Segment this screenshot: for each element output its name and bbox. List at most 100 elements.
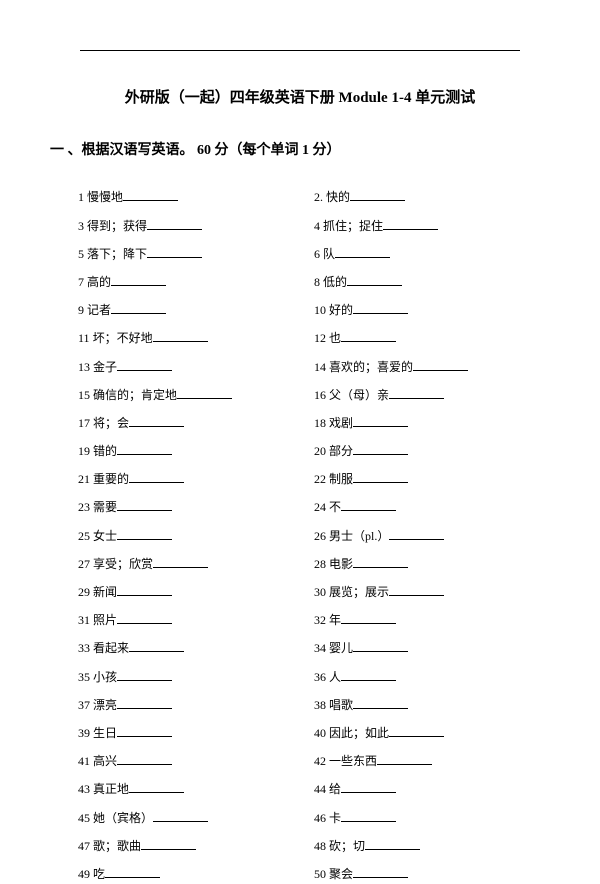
blank-line: [177, 385, 232, 399]
item-number: 21: [78, 472, 93, 486]
item-right: 20 部分: [314, 441, 550, 461]
item-right: 28 电影: [314, 554, 550, 574]
blank-line: [353, 300, 408, 314]
item-row: 3 得到；获得4 抓住；捉住: [78, 216, 550, 236]
blank-line: [117, 610, 172, 624]
item-right: 6 队: [314, 244, 550, 264]
item-left: 3 得到；获得: [78, 216, 314, 236]
blank-line: [353, 864, 408, 878]
item-number: 11: [78, 331, 93, 345]
blank-line: [341, 497, 396, 511]
item-text: 人: [329, 670, 341, 684]
blank-line: [105, 864, 160, 878]
blank-line: [141, 836, 196, 850]
blank-line: [117, 723, 172, 737]
item-number: 15: [78, 388, 93, 402]
item-row: 49 吃50 聚会: [78, 864, 550, 884]
item-row: 9 记者10 好的: [78, 300, 550, 320]
item-left: 9 记者: [78, 300, 314, 320]
blank-line: [123, 187, 178, 201]
item-number: 8: [314, 275, 323, 289]
item-text: 男士（pl.）: [329, 529, 389, 543]
item-number: 25: [78, 529, 93, 543]
item-row: 33 看起来34 婴儿: [78, 638, 550, 658]
item-text: 喜欢的；喜爱的: [329, 360, 413, 374]
item-text: 卡: [329, 811, 341, 825]
item-row: 45 她（宾格）46 卡: [78, 808, 550, 828]
blank-line: [389, 582, 444, 596]
item-text: 得到；获得: [87, 219, 147, 233]
item-row: 5 落下；降下 6 队: [78, 244, 550, 264]
item-number: 12: [314, 331, 329, 345]
item-text: 高兴: [93, 754, 117, 768]
item-text: 需要: [93, 500, 117, 514]
item-right: 12 也: [314, 328, 550, 348]
page-title: 外研版（一起）四年级英语下册 Module 1-4 单元测试: [50, 86, 550, 110]
item-left: 17 将；会: [78, 413, 314, 433]
item-right: 44 给: [314, 779, 550, 799]
item-number: 39: [78, 726, 93, 740]
blank-line: [153, 808, 208, 822]
item-text: 吃: [93, 867, 105, 881]
item-row: 15 确信的；肯定地16 父（母）亲: [78, 385, 550, 405]
item-list: 1 慢慢地2. 快的 3 得到；获得4 抓住；捉住 5 落下；降下 6 队 7 高的8 …: [50, 187, 550, 884]
item-number: 22: [314, 472, 329, 486]
blank-line: [153, 554, 208, 568]
blank-line: [117, 695, 172, 709]
item-right: 38 唱歌: [314, 695, 550, 715]
item-number: 2.: [314, 190, 326, 204]
item-left: 7 高的: [78, 272, 314, 292]
item-left: 29 新闻: [78, 582, 314, 602]
item-number: 42: [314, 754, 329, 768]
item-number: 24: [314, 500, 329, 514]
item-number: 31: [78, 613, 93, 627]
item-text: 因此；如此: [329, 726, 389, 740]
blank-line: [353, 413, 408, 427]
blank-line: [129, 469, 184, 483]
item-number: 20: [314, 444, 329, 458]
item-number: 35: [78, 670, 93, 684]
item-text: 快的: [326, 190, 350, 204]
item-text: 记者: [87, 303, 111, 317]
blank-line: [341, 667, 396, 681]
blank-line: [111, 300, 166, 314]
item-right: 34 婴儿: [314, 638, 550, 658]
item-number: 38: [314, 698, 329, 712]
top-rule: [80, 50, 520, 51]
item-number: 19: [78, 444, 93, 458]
item-text: 队: [323, 247, 335, 261]
item-row: 35 小孩36 人: [78, 667, 550, 687]
item-left: 25 女士: [78, 526, 314, 546]
item-row: 7 高的8 低的: [78, 272, 550, 292]
item-text: 制服: [329, 472, 353, 486]
item-left: 43 真正地: [78, 779, 314, 799]
item-right: 32 年: [314, 610, 550, 630]
item-number: 6: [314, 247, 323, 261]
item-number: 3: [78, 219, 87, 233]
item-number: 47: [78, 839, 93, 853]
item-left: 45 她（宾格）: [78, 808, 314, 828]
blank-line: [413, 357, 468, 371]
item-number: 41: [78, 754, 93, 768]
blank-line: [129, 638, 184, 652]
item-row: 1 慢慢地2. 快的: [78, 187, 550, 207]
item-left: 37 漂亮: [78, 695, 314, 715]
blank-line: [129, 413, 184, 427]
item-right: 22 制服: [314, 469, 550, 489]
item-number: 43: [78, 782, 93, 796]
section-header: 一 、根据汉语写英语。 60 分（每个单词 1 分）: [50, 140, 550, 162]
item-row: 37 漂亮38 唱歌: [78, 695, 550, 715]
blank-line: [111, 272, 166, 286]
item-row: 25 女士26 男士（pl.）: [78, 526, 550, 546]
item-right: 24 不: [314, 497, 550, 517]
item-right: 40 因此；如此: [314, 723, 550, 743]
item-text: 她（宾格）: [93, 811, 153, 825]
item-text: 重要的: [93, 472, 129, 486]
item-number: 5: [78, 247, 87, 261]
item-text: 落下；降下: [87, 247, 147, 261]
item-left: 23 需要: [78, 497, 314, 517]
item-left: 15 确信的；肯定地: [78, 385, 314, 405]
item-text: 新闻: [93, 585, 117, 599]
blank-line: [341, 779, 396, 793]
item-left: 35 小孩: [78, 667, 314, 687]
